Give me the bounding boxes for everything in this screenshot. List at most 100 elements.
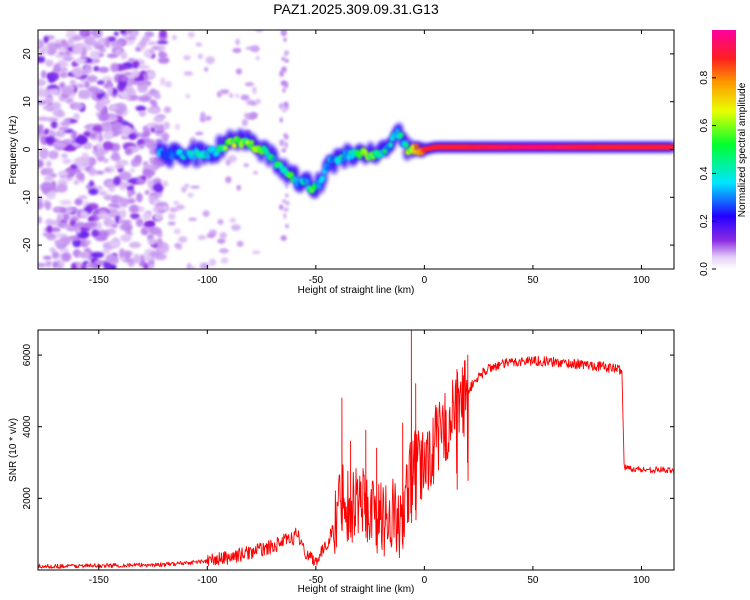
spectrogram-noise-blob	[195, 131, 204, 136]
spectrogram-noise-blob	[58, 126, 69, 131]
spectrogram-noise-blob	[130, 30, 138, 38]
spectrogram-noise-blob	[83, 222, 97, 228]
spectrogram-noise-blob	[103, 261, 112, 269]
spectrogram-noise-blob	[78, 166, 86, 171]
spectrogram-noise-blob	[120, 90, 128, 99]
spectrogram-noise-blob	[73, 179, 80, 185]
spectrogram-noise-blob	[156, 45, 166, 51]
spectrogram-noise-blob	[80, 211, 89, 217]
spectrogram-noise-blob	[51, 121, 57, 129]
spectrogram-noise-blob	[283, 37, 287, 42]
spectrogram-noise-blob	[157, 123, 166, 133]
spectrogram-noise-blob	[85, 239, 92, 245]
spectrogram-noise-blob	[78, 194, 88, 200]
spectrogram-noise-blob	[124, 147, 133, 156]
spectrogram-noise-blob	[143, 263, 149, 269]
spectrogram-noise-blob	[104, 167, 111, 173]
spectrogram-noise-blob	[73, 157, 86, 167]
spectrogram-ridge-core	[670, 144, 674, 150]
spectrogram-noise-blob	[45, 260, 53, 268]
spectrogram-ridge-core	[387, 141, 394, 148]
spectrogram-noise-blob	[103, 194, 113, 201]
spectrogram-y-tick-label: 0	[22, 146, 33, 152]
spectrogram-noise-blob	[119, 248, 125, 258]
spectrogram-noise-blob	[59, 248, 70, 253]
spectrogram-noise-blob	[96, 80, 105, 85]
spectrogram-noise-blob	[54, 239, 64, 246]
spectrogram-noise-blob	[158, 52, 168, 58]
spectrogram-noise-blob	[283, 212, 287, 220]
spectrogram-noise-blob	[137, 95, 151, 102]
spectrogram-noise-blob	[38, 200, 44, 210]
spectrogram-noise-blob	[102, 141, 114, 151]
spectrogram-noise-blob	[248, 111, 258, 120]
spectrogram-noise-blob	[60, 207, 67, 214]
spectrogram-noise-blob	[78, 89, 92, 100]
spectrogram-noise-blob	[142, 211, 152, 222]
spectrogram-noise-blob	[206, 233, 215, 238]
spectrogram-noise-blob	[284, 106, 289, 110]
spectrogram-x-tick-label: 0	[422, 275, 428, 286]
spectrogram-noise-blob	[88, 188, 99, 196]
spectrogram-noise-blob	[102, 248, 111, 255]
spectrogram-noise-blob	[129, 168, 136, 173]
spectrogram-noise-blob	[149, 48, 155, 55]
spectrogram-noise-blob	[115, 48, 122, 56]
spectrogram-noise-blob	[148, 226, 162, 236]
spectrogram-ridge-core	[210, 145, 216, 152]
spectrogram-x-tick-label: -50	[309, 275, 324, 286]
spectrogram-ridge-core	[398, 132, 404, 139]
spectrogram-noise-blob	[153, 211, 163, 222]
spectrogram-noise-blob	[116, 65, 128, 70]
spectrogram-noise-blob	[111, 223, 119, 228]
colorbar-tick-label: 0.6	[699, 118, 710, 132]
spectrogram-noise-blob	[168, 207, 179, 213]
snr-x-label: Height of straight line (km)	[298, 584, 415, 595]
spectrogram-noise-blob	[64, 138, 75, 144]
spectrogram-x-axis: -150 -100 -50 0 50 100	[89, 30, 650, 286]
spectrogram-noise-blob	[131, 60, 140, 69]
spectrogram-noise-blob	[282, 199, 287, 203]
spectrogram-noise-blob	[178, 236, 188, 244]
spectrogram-noise-blob	[114, 164, 124, 169]
spectrogram-noise-blob	[141, 175, 147, 181]
spectrogram-noise-blob	[219, 248, 229, 254]
spectrogram-noise-blob	[173, 201, 180, 205]
spectrogram-noise-blob	[153, 115, 165, 123]
spectrogram-noise-blob	[235, 68, 243, 75]
spectrogram-noise-blob	[183, 71, 194, 76]
spectrogram-noise-blob	[135, 218, 144, 227]
spectrogram-noise-blob	[40, 135, 48, 146]
spectrogram-noise-blob	[113, 31, 119, 37]
spectrogram-ridge-core	[288, 171, 295, 178]
spectrogram-noise-blob	[117, 81, 126, 92]
spectrogram-noise-blob	[38, 78, 47, 87]
spectrogram-noise-blob	[84, 80, 90, 89]
snr-x-tick-label: -150	[89, 575, 109, 586]
spectrogram-noise-blob	[42, 104, 55, 111]
spectrogram-noise-blobs	[38, 30, 291, 269]
snr-x-tick-label: 100	[633, 575, 650, 586]
spectrogram-ridge	[155, 122, 674, 199]
spectrogram-noise-blob	[75, 135, 88, 145]
spectrogram-noise-blob	[285, 224, 289, 229]
spectrogram-y-label: Frequency (Hz)	[8, 116, 19, 185]
spectrogram-noise-blob	[285, 193, 289, 198]
spectrogram-noise-blob	[185, 93, 191, 99]
spectrogram-noise-blob	[48, 88, 60, 96]
spectrogram-noise-blob	[128, 57, 136, 62]
spectrogram-noise-blob	[52, 261, 59, 269]
spectrogram-noise-blob	[100, 96, 108, 106]
spectrogram-noise-blob	[131, 69, 140, 79]
spectrogram-noise-blob	[135, 105, 147, 112]
spectrogram-noise-blob	[281, 30, 287, 35]
colorbar-ticks: 0.0 0.2 0.4 0.6 0.8	[699, 70, 716, 276]
spectrogram-y-axis: -20 -10 0 10 20	[22, 48, 674, 252]
spectrogram-noise-blob	[38, 216, 43, 224]
spectrogram-noise-blob	[217, 238, 226, 244]
spectrogram-noise-blob	[58, 221, 68, 229]
spectrogram-noise-blob	[51, 251, 60, 259]
spectrogram-noise-blob	[42, 255, 52, 260]
